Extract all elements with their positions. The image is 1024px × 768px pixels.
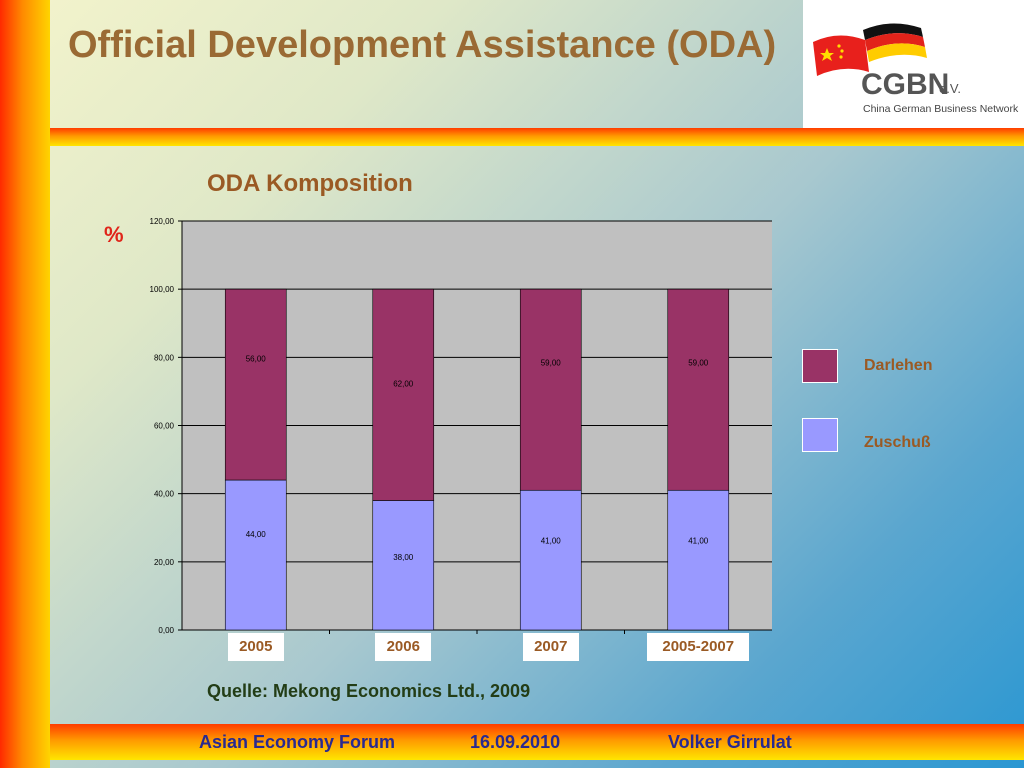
footer-date: 16.09.2010 xyxy=(470,732,561,752)
bar-zuschuss xyxy=(519,489,582,631)
germany-flag xyxy=(863,23,927,62)
x-category-label: 2006 xyxy=(375,633,432,661)
data-label: 59,00 xyxy=(541,359,562,368)
source-note: Quelle: Mekong Economics Ltd., 2009 xyxy=(207,681,531,701)
x-category-label: 2007 xyxy=(522,633,579,661)
data-label: 38,00 xyxy=(393,553,414,562)
y-tick-label: 20,00 xyxy=(154,558,175,567)
x-category-label: 2005-2007 xyxy=(647,633,750,661)
legend-label-darlehen: Darlehen xyxy=(864,357,933,374)
data-label: 41,00 xyxy=(688,536,709,545)
y-tick-label: 40,00 xyxy=(154,490,175,499)
data-label: 62,00 xyxy=(393,379,414,388)
slide-title: Official Development Assistance (ODA) xyxy=(68,24,777,66)
left-gradient-bar xyxy=(0,0,50,768)
footer-gradient-band xyxy=(50,724,1024,760)
legend-label-zuschuss: Zuschuß xyxy=(864,434,931,451)
data-label: 41,00 xyxy=(541,536,562,545)
y-tick-label: 60,00 xyxy=(154,422,175,431)
data-label: 56,00 xyxy=(246,355,267,364)
bar-darlehen xyxy=(667,288,730,491)
y-tick-label: 80,00 xyxy=(154,353,175,362)
china-flag xyxy=(813,35,869,76)
cgbn-logo: CGBN e.V. China German Business Network xyxy=(803,0,1024,128)
logo-subtitle: China German Business Network xyxy=(863,103,1019,115)
bar-darlehen xyxy=(224,288,287,481)
logo-suffix: e.V. xyxy=(939,81,961,96)
footer-author: Volker Girrulat xyxy=(668,732,792,752)
legend-swatch-zuschuss xyxy=(802,418,838,452)
y-tick-label: 120,00 xyxy=(150,217,175,226)
data-label: 44,00 xyxy=(246,530,267,539)
top-gradient-band xyxy=(50,128,1024,146)
cgbn-logo-graphic: CGBN e.V. China German Business Network xyxy=(813,23,1019,115)
bar-darlehen xyxy=(372,288,435,501)
bar-darlehen xyxy=(519,288,582,491)
bar-zuschuss xyxy=(667,489,730,631)
logo-wordmark: CGBN xyxy=(861,68,949,101)
footer-event: Asian Economy Forum xyxy=(199,732,396,752)
bar-zuschuss xyxy=(372,500,435,631)
y-tick-label: 100,00 xyxy=(150,285,175,294)
bar-zuschuss xyxy=(224,479,287,631)
y-unit-label: % xyxy=(104,222,124,247)
data-label: 59,00 xyxy=(688,359,709,368)
y-tick-label: 0,00 xyxy=(158,626,174,635)
legend-swatch-darlehen xyxy=(802,349,838,383)
x-category-label: 2005 xyxy=(227,633,284,661)
chart-title: ODA Komposition xyxy=(207,170,413,197)
